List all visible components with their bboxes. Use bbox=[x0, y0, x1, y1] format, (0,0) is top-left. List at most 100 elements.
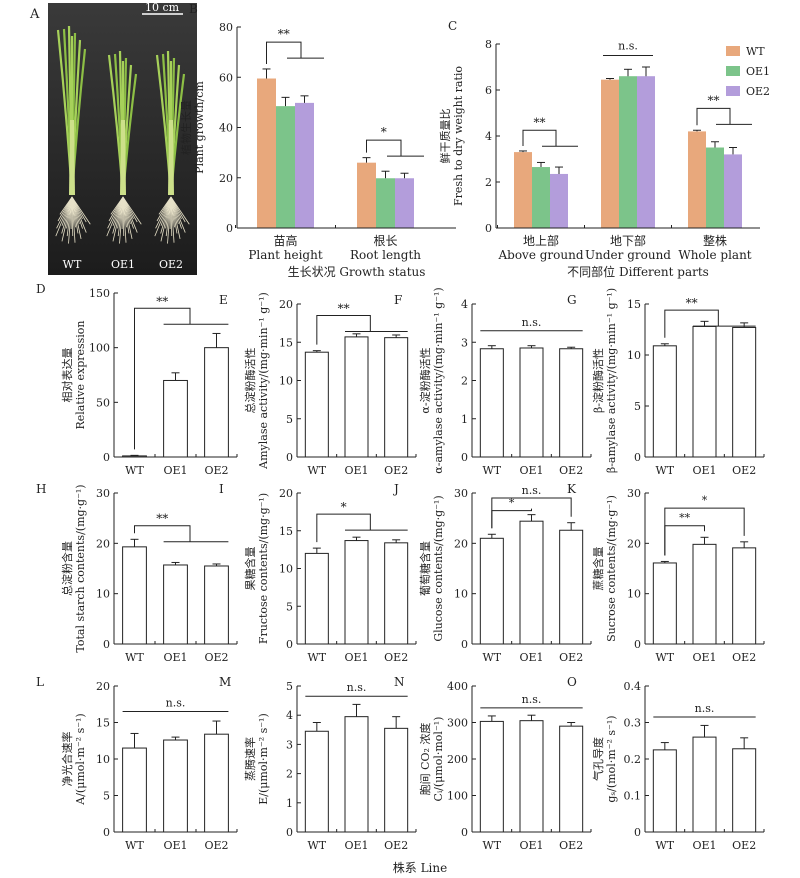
y-tick-label: 3 bbox=[461, 336, 468, 349]
x-tick-label: WT bbox=[656, 839, 675, 852]
bar-wt bbox=[652, 562, 677, 645]
y-tick-label: 10 bbox=[96, 588, 110, 601]
y-axis-label: gₛ/(mol·m⁻² s⁻¹) bbox=[605, 715, 618, 802]
x-tick-label: OE1 bbox=[692, 464, 716, 477]
bar-oe1 bbox=[344, 336, 369, 458]
x-tick-label: WT bbox=[308, 651, 327, 664]
significance-bracket bbox=[316, 513, 371, 543]
y-tick-label: 10 bbox=[454, 588, 468, 601]
significance-label: n.s. bbox=[166, 697, 186, 710]
bar-oe2 bbox=[204, 733, 229, 833]
panel-label: L bbox=[36, 675, 44, 689]
y-axis-label: 净光合速率 bbox=[60, 732, 74, 787]
y-axis-label: 蔗糖含量 bbox=[591, 547, 605, 591]
x-axis-label: 生长状况 Growth status bbox=[288, 265, 426, 279]
significance-label: n.s. bbox=[522, 316, 542, 329]
significance-label: * bbox=[341, 500, 347, 514]
x-tick-label: WT bbox=[656, 464, 675, 477]
y-tick-label: 50 bbox=[96, 396, 110, 409]
y-tick-label: 100 bbox=[447, 790, 468, 803]
panel-label: F bbox=[394, 293, 402, 307]
y-tick-label: 20 bbox=[279, 487, 293, 500]
y-tick-label: 10 bbox=[627, 588, 641, 601]
significance-bracket bbox=[664, 309, 719, 338]
bar-oe2 bbox=[295, 102, 314, 228]
significance-label: ** bbox=[338, 301, 350, 315]
y-tick-label: 0 bbox=[485, 222, 492, 235]
seedling-wt bbox=[55, 25, 91, 244]
x-tick-label: WT bbox=[308, 839, 327, 852]
significance-bracket bbox=[134, 307, 191, 450]
bar-wt bbox=[601, 79, 619, 229]
x-tick-label: Root length bbox=[350, 248, 421, 262]
figure-xlabel: 株系 Line bbox=[393, 860, 447, 875]
root-strand bbox=[154, 196, 172, 237]
chart-panel-h: H 0 10 20 30 WT OE1 OE2 总淀粉含量 Total starch conten… bbox=[36, 482, 238, 664]
y-tick-label: 30 bbox=[454, 487, 468, 500]
y-axis-label: 蒸腾速率 bbox=[243, 737, 257, 781]
y-axis-label: 果糖含量 bbox=[243, 547, 257, 591]
y-tick-label: 20 bbox=[279, 298, 293, 311]
panel-label: I bbox=[219, 482, 224, 496]
bar-oe1 bbox=[706, 147, 724, 228]
bar-oe2 bbox=[732, 547, 757, 645]
y-tick-label: 0 bbox=[226, 222, 233, 235]
panel-a-photo: A 10 cm WT OE1 OE2 bbox=[29, 1, 197, 275]
root-strand bbox=[55, 196, 73, 237]
panel-label: E bbox=[219, 293, 228, 307]
panel-label: G bbox=[567, 293, 577, 307]
significance-label: n.s. bbox=[695, 702, 715, 715]
y-tick-label: 40 bbox=[219, 122, 233, 135]
y-axis-label: Plant growth/cm bbox=[193, 81, 206, 174]
y-tick-label: 10 bbox=[279, 375, 293, 388]
significance-label: n.s. bbox=[522, 693, 542, 706]
y-tick-label: 0 bbox=[461, 638, 468, 651]
y-axis-label: β-amylase activity/(mg·min⁻¹ g⁻¹) bbox=[605, 288, 618, 473]
chart-panel-k: K 0 10 20 30 WT OE1 OE2 蔗糖含量 Sucrose contents/(mg… bbox=[567, 482, 765, 664]
bar-oe1 bbox=[519, 347, 544, 458]
y-tick-label: 30 bbox=[627, 487, 641, 500]
chart-panel-n: N 0 100 200 300 400 WT OE1 OE2 胞间 CO₂ 浓度 Cᵢ/(μmol·… bbox=[394, 675, 592, 852]
bar-wt bbox=[514, 152, 532, 228]
significance-label: ** bbox=[534, 115, 546, 129]
y-tick-label: 1 bbox=[461, 413, 468, 426]
y-tick-label: 20 bbox=[219, 172, 233, 185]
bar-oe1 bbox=[344, 540, 369, 645]
y-axis-label: Fructose contents/(mg·g⁻¹) bbox=[257, 493, 270, 644]
panel-label: M bbox=[219, 675, 231, 689]
panel-label: H bbox=[36, 482, 46, 496]
y-tick-label: 0 bbox=[634, 451, 641, 464]
root-strand bbox=[122, 196, 138, 233]
y-tick-label: 200 bbox=[447, 753, 468, 766]
bar-oe1 bbox=[376, 178, 395, 228]
y-tick-label: 8 bbox=[485, 38, 492, 51]
x-tick-label: WT bbox=[483, 464, 502, 477]
panel-label: O bbox=[567, 675, 577, 689]
root-strand bbox=[170, 196, 186, 233]
photo-label-oe1: OE1 bbox=[111, 258, 135, 271]
bar-oe2 bbox=[559, 348, 584, 458]
root-strand bbox=[71, 196, 91, 225]
chart-panel-i: I 0 5 10 15 20 WT OE1 OE2 果糖含量 Fructose contents/(… bbox=[219, 482, 417, 664]
chart-panel-g: G 0 5 10 15 WT OE1 OE2 β-淀粉酶活性 β-amylase activity… bbox=[567, 288, 765, 477]
y-axis-label: Total starch contents/(mg·g⁻¹) bbox=[74, 484, 87, 652]
y-tick-label: 10 bbox=[279, 563, 293, 576]
x-tick-label: OE1 bbox=[163, 464, 187, 477]
legend-label: WT bbox=[746, 45, 765, 58]
x-tick-label: OE2 bbox=[204, 839, 228, 852]
bar-wt bbox=[304, 552, 329, 645]
y-tick-label: 15 bbox=[279, 525, 293, 538]
bar-wt bbox=[688, 131, 706, 228]
y-tick-label: 0 bbox=[286, 451, 293, 464]
significance-bracket bbox=[522, 129, 557, 147]
y-tick-label: 5 bbox=[286, 600, 293, 613]
y-tick-label: 15 bbox=[96, 717, 110, 730]
y-axis-label: α-amylase activity/(mg·min⁻¹ g⁻¹) bbox=[432, 287, 445, 473]
root-strand bbox=[122, 196, 142, 225]
y-tick-label: 3 bbox=[286, 738, 293, 751]
significance-bracket bbox=[696, 107, 731, 126]
y-axis-label: 总淀粉酶活性 bbox=[243, 348, 257, 414]
y-tick-label: 6 bbox=[485, 84, 492, 97]
y-tick-label: 15 bbox=[627, 298, 641, 311]
y-tick-label: 20 bbox=[454, 537, 468, 550]
